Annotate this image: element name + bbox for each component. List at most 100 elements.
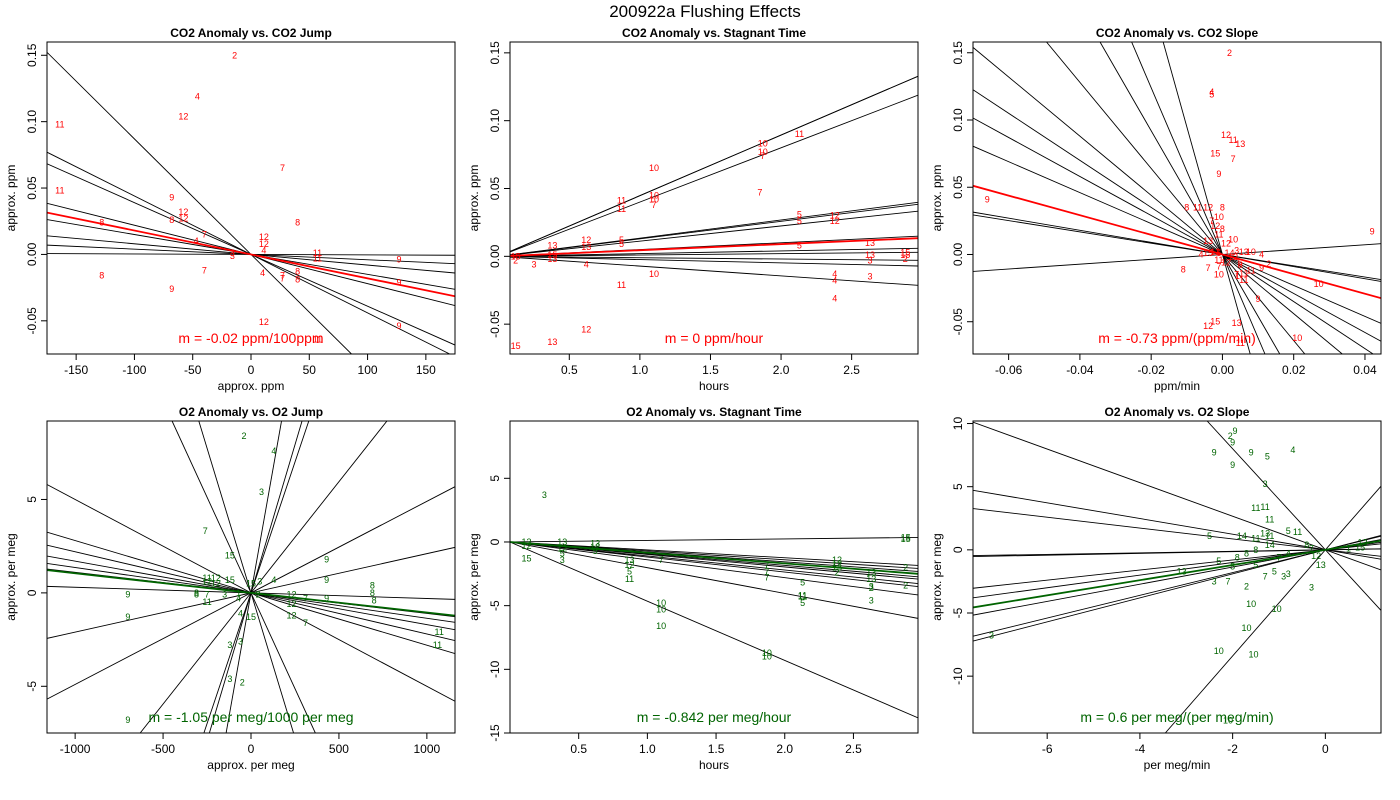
panel-title: CO2 Anomaly vs. CO2 Slope: [1096, 26, 1259, 40]
data-point-label: 7: [757, 188, 762, 198]
data-point-label: 7: [303, 593, 308, 603]
data-point-label: 9: [985, 194, 990, 204]
regression-line: [510, 541, 918, 588]
data-point-label: 11: [313, 253, 322, 263]
data-point-label: 15: [901, 533, 911, 543]
panel-co2-stagnant-time: CO2 Anomaly vs. Stagnant Time hours appr…: [467, 26, 919, 393]
overall-fit-line: [973, 184, 1381, 300]
x-tick-label: 1.5: [702, 363, 719, 377]
regression-line: [139, 421, 388, 733]
data-point-label: 3: [867, 255, 872, 265]
data-point-label: 7: [1276, 552, 1281, 562]
data-point-label: 12: [211, 579, 221, 589]
y-tick-label: 0.15: [951, 41, 965, 65]
data-point-label: 13: [547, 240, 557, 250]
y-axis-label: approx. ppm: [930, 165, 944, 232]
x-tick-label: 0: [1322, 742, 1329, 756]
regression-line: [510, 541, 918, 719]
data-point-label: 1: [236, 588, 241, 598]
data-point-label: 11: [1214, 229, 1223, 239]
data-point-label: 9: [1212, 448, 1217, 458]
data-point-label: 4: [1199, 249, 1204, 259]
data-point-label: 2: [241, 431, 246, 441]
data-point-label: 7: [764, 566, 769, 576]
slope-annotation: m = -0.73 ppm/(ppm/min): [1098, 330, 1256, 346]
data-point-label: 10: [1292, 333, 1302, 343]
data-point-label: 12: [211, 573, 221, 583]
data-point-label: 11: [1193, 202, 1202, 212]
slope-annotation: m = -1.05 per meg/1000 per meg: [148, 709, 353, 725]
panel-o2-stagnant-time: O2 Anomaly vs. Stagnant Time hours appro…: [467, 405, 919, 772]
data-point-label: 14: [1225, 248, 1235, 258]
fit-lines: [47, 51, 455, 354]
regression-line: [1099, 42, 1281, 354]
data-point-label: 10: [656, 604, 666, 614]
x-tick-label: 0: [248, 742, 255, 756]
x-tick-label: -4: [1135, 742, 1146, 756]
data-point-label: 11: [1239, 268, 1248, 278]
data-point-label: 11: [1214, 255, 1223, 265]
panel-title: CO2 Anomaly vs. CO2 Jump: [170, 26, 332, 40]
data-point-label: 4: [271, 575, 276, 585]
data-point-label: 13: [866, 568, 876, 578]
x-tick-label: -0.06: [995, 363, 1023, 377]
panel-o2-slope: O2 Anomaly vs. O2 Slope per meg/min appr…: [930, 405, 1382, 772]
data-point-label: 5: [1265, 451, 1270, 461]
data-point-label: 9: [1256, 294, 1261, 304]
regression-line: [973, 211, 1381, 282]
regression-line: [973, 117, 1381, 342]
data-point-label: 8: [169, 215, 174, 225]
data-point-label: 11: [313, 248, 322, 258]
data-point-label: 12: [1203, 202, 1213, 212]
data-point-label: 7: [659, 555, 664, 565]
data-point-label: 8: [1304, 540, 1309, 550]
plot-frame: [509, 420, 919, 734]
overall-fit-line: [510, 237, 918, 257]
data-point-label: 12: [1210, 221, 1220, 231]
data-point-label: 11: [625, 574, 634, 584]
fit-lines: [510, 536, 918, 719]
data-point-label: 2: [903, 254, 908, 264]
y-tick-label: -15: [488, 724, 502, 742]
data-point-label: 5: [560, 548, 565, 558]
data-point-label: 9: [324, 554, 329, 564]
y-tick-label: 0.00: [488, 244, 502, 268]
y-axis-label: approx. per meg: [4, 533, 18, 620]
data-point-label: 13: [581, 242, 591, 252]
data-point-label: 8: [194, 590, 199, 600]
data-point-label: 7: [1231, 154, 1236, 164]
data-point-label: 7: [202, 265, 207, 275]
data-point-label: 13: [1177, 566, 1187, 576]
data-point-label: 7: [205, 590, 210, 600]
x-tick-label: -100: [122, 363, 146, 377]
data-point-label: 9: [169, 192, 174, 202]
data-point-label: 8: [1220, 224, 1225, 234]
data-point-label: 7: [764, 560, 769, 570]
data-point-label: 10: [1223, 715, 1233, 725]
data-point-label: 2: [903, 580, 908, 590]
data-point-label: 4: [832, 276, 837, 286]
data-point-label: 11: [1293, 527, 1302, 537]
data-point-label: 4: [194, 236, 199, 246]
figure-suptitle: 200922a Flushing Effects: [609, 2, 801, 21]
y-tick-label: 0.10: [951, 108, 965, 132]
data-point-label: 7: [1209, 216, 1214, 226]
data-point-label: 13: [832, 562, 842, 572]
regression-line: [973, 421, 1381, 571]
data-point-label: 9: [1230, 437, 1235, 447]
data-point-label: 1: [1235, 271, 1240, 281]
x-tick-label: 2.5: [845, 742, 862, 756]
data-point-label: 7: [202, 230, 207, 240]
x-tick-label: 50: [303, 363, 317, 377]
x-tick-label: 1.5: [708, 742, 725, 756]
regression-line: [510, 247, 918, 257]
y-tick-label: 0.10: [25, 110, 39, 134]
data-point-label: 10: [649, 194, 659, 204]
data-point-label: 10: [1228, 235, 1238, 245]
data-point-label: 12: [286, 590, 296, 600]
panel-title: CO2 Anomaly vs. Stagnant Time: [622, 26, 806, 40]
data-point-label: 15: [1203, 248, 1213, 258]
regression-line: [510, 541, 918, 566]
data-point-label: 3: [869, 582, 874, 592]
x-tick-label: 150: [416, 363, 436, 377]
